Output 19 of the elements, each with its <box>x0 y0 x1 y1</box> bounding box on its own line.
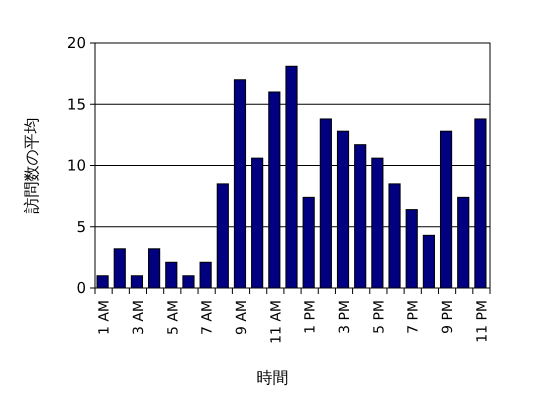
x-tick-label: 5 PM <box>371 300 388 334</box>
x-tick-label: 3 AM <box>130 300 147 336</box>
x-tick-label: 11 AM <box>268 300 284 344</box>
y-tick-label: 5 <box>76 218 86 236</box>
x-tick-label: 7 PM <box>406 300 422 334</box>
x-tick-label: 5 AM <box>165 300 182 336</box>
x-tick-label: 9 AM <box>234 300 250 336</box>
x-tick-label: 11 PM <box>474 300 490 343</box>
y-tick-label: 0 <box>76 279 86 297</box>
x-tick-label: 7 AM <box>200 300 216 336</box>
x-tick-label: 1 PM <box>302 300 319 334</box>
x-axis-title: 時間 <box>256 368 288 387</box>
y-axis-title: 訪問数の平均 <box>22 118 41 214</box>
y-tick-label: 20 <box>66 34 86 52</box>
y-tick-label: 10 <box>66 156 86 174</box>
x-tick-label: 1 AM <box>96 300 113 336</box>
y-tick-label: 15 <box>66 95 86 114</box>
x-tick-label: 3 PM <box>337 300 354 334</box>
x-tick-label: 9 PM <box>440 300 456 334</box>
